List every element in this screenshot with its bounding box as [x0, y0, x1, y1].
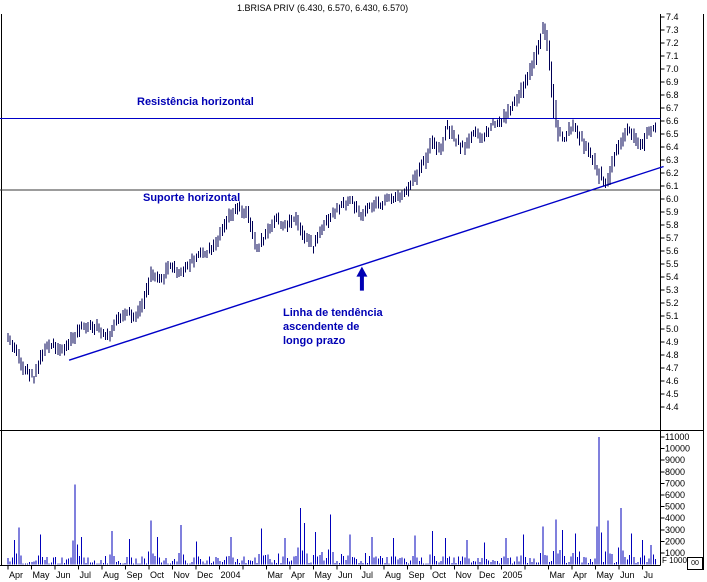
svg-text:Aug: Aug: [103, 570, 119, 580]
svg-text:7.0: 7.0: [666, 64, 679, 74]
svg-text:2000: 2000: [665, 536, 685, 546]
svg-text:4000: 4000: [665, 513, 685, 523]
support-label: Suporte horizontal: [143, 192, 241, 204]
svg-text:4.8: 4.8: [666, 350, 679, 360]
svg-text:Oct: Oct: [150, 570, 165, 580]
svg-text:7.4: 7.4: [666, 12, 679, 22]
svg-text:Ju: Ju: [644, 570, 654, 580]
svg-text:5.6: 5.6: [666, 246, 679, 256]
trendline-label: Linha de tendência ascendente de longo p…: [283, 307, 383, 347]
svg-text:Oct: Oct: [432, 570, 447, 580]
svg-text:6.9: 6.9: [666, 77, 679, 87]
svg-text:Nov: Nov: [456, 570, 473, 580]
svg-text:5.4: 5.4: [666, 272, 679, 282]
volume-scale-note: F 1000: [662, 556, 687, 565]
svg-text:4.9: 4.9: [666, 337, 679, 347]
svg-text:Sep: Sep: [409, 570, 425, 580]
svg-text:3000: 3000: [665, 525, 685, 535]
svg-text:Sep: Sep: [127, 570, 143, 580]
svg-text:4.4: 4.4: [666, 402, 679, 412]
svg-text:5.8: 5.8: [666, 220, 679, 230]
svg-text:7.3: 7.3: [666, 25, 679, 35]
svg-text:7000: 7000: [665, 478, 685, 488]
svg-text:4.7: 4.7: [666, 363, 679, 373]
svg-text:7.2: 7.2: [666, 38, 679, 48]
svg-text:5.1: 5.1: [666, 311, 679, 321]
svg-text:6.4: 6.4: [666, 142, 679, 152]
svg-text:5.3: 5.3: [666, 285, 679, 295]
svg-text:4.5: 4.5: [666, 389, 679, 399]
svg-text:8000: 8000: [665, 467, 685, 477]
svg-text:Jun: Jun: [338, 570, 353, 580]
svg-text:5.2: 5.2: [666, 298, 679, 308]
svg-text:5000: 5000: [665, 502, 685, 512]
svg-text:2005: 2005: [503, 570, 523, 580]
svg-text:4.6: 4.6: [666, 376, 679, 386]
chart-title: 1.BRISA PRIV (6.430, 6.570, 6.430, 6.570…: [237, 3, 409, 13]
svg-text:6000: 6000: [665, 490, 685, 500]
svg-text:1000: 1000: [665, 548, 685, 558]
svg-text:5.7: 5.7: [666, 233, 679, 243]
svg-text:10000: 10000: [665, 444, 690, 454]
svg-text:5.0: 5.0: [666, 324, 679, 334]
svg-text:May: May: [33, 570, 51, 580]
resistance-label: Resistência horizontal: [137, 96, 254, 108]
svg-text:6.5: 6.5: [666, 129, 679, 139]
svg-text:6.7: 6.7: [666, 103, 679, 113]
svg-text:Apr: Apr: [573, 570, 587, 580]
svg-text:9000: 9000: [665, 455, 685, 465]
svg-text:Mar: Mar: [268, 570, 284, 580]
svg-text:5.5: 5.5: [666, 259, 679, 269]
svg-text:6.8: 6.8: [666, 90, 679, 100]
svg-text:Jul: Jul: [362, 570, 374, 580]
svg-text:May: May: [315, 570, 333, 580]
svg-text:2004: 2004: [221, 570, 241, 580]
svg-text:Jun: Jun: [620, 570, 635, 580]
svg-text:May: May: [597, 570, 615, 580]
corner-box: 00: [687, 557, 703, 570]
svg-text:Apr: Apr: [9, 570, 23, 580]
svg-text:Apr: Apr: [291, 570, 305, 580]
svg-text:Nov: Nov: [174, 570, 191, 580]
svg-text:Jul: Jul: [80, 570, 92, 580]
svg-text:Dec: Dec: [479, 570, 496, 580]
svg-text:Aug: Aug: [385, 570, 401, 580]
svg-text:5.9: 5.9: [666, 207, 679, 217]
svg-text:6.1: 6.1: [666, 181, 679, 191]
svg-text:7.1: 7.1: [666, 51, 679, 61]
svg-text:6.0: 6.0: [666, 194, 679, 204]
svg-text:11000: 11000: [665, 432, 689, 442]
svg-text:Jun: Jun: [56, 570, 71, 580]
svg-text:6.3: 6.3: [666, 155, 679, 165]
svg-text:Dec: Dec: [197, 570, 214, 580]
svg-text:6.6: 6.6: [666, 116, 679, 126]
trend-arrow-icon: [356, 266, 368, 291]
svg-text:Mar: Mar: [550, 570, 566, 580]
svg-text:6.2: 6.2: [666, 168, 679, 178]
